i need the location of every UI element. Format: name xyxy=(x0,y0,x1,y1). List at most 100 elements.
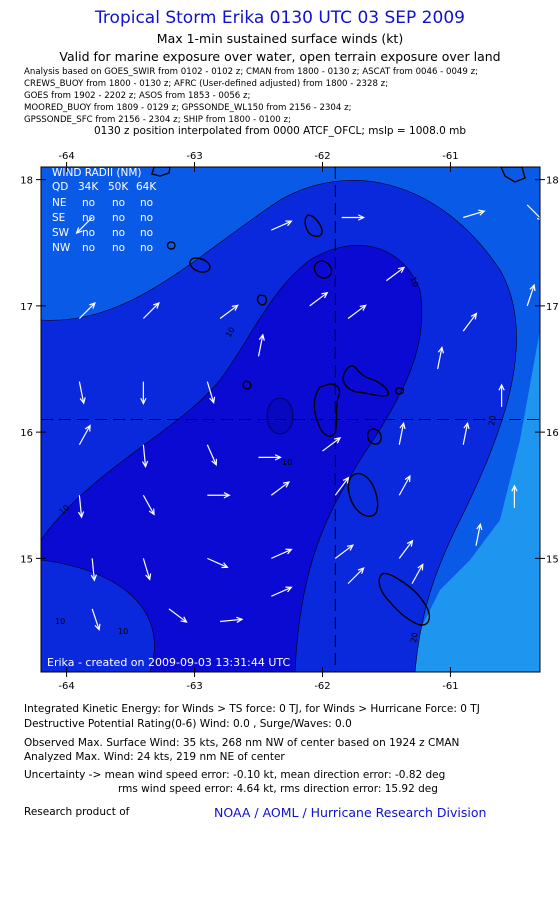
wind-vector xyxy=(257,333,265,357)
contour-label: 20 xyxy=(409,632,420,644)
wind-vector xyxy=(511,484,518,508)
wind-vector xyxy=(78,424,91,446)
wind-vector xyxy=(142,301,160,319)
noaa-aoml-hrd-link[interactable]: NOAA / AOML / Hurricane Research Divisio… xyxy=(214,805,487,820)
island-outline xyxy=(313,260,333,279)
wind-radii-cell: no xyxy=(140,197,153,209)
wind-radii-cell: SE xyxy=(52,212,65,224)
wind-radii-header: 64K xyxy=(136,181,157,193)
wind-vector xyxy=(411,563,424,584)
island-outline xyxy=(347,472,379,517)
lat-tick-label: 15 xyxy=(546,554,559,565)
wind-vector xyxy=(207,557,229,569)
chart-title: Tropical Storm Erika 0130 UTC 03 SEP 200… xyxy=(95,8,465,28)
wind-radii-header: QD xyxy=(52,181,68,193)
wind-vector xyxy=(398,474,411,496)
wind-vector xyxy=(334,544,354,559)
storm-core xyxy=(266,397,294,435)
wind-vector xyxy=(75,217,93,235)
analysis-line: CREWS_BUOY from 1800 - 0130 z; AFRC (Use… xyxy=(24,79,389,89)
wind-vector xyxy=(463,209,486,219)
analysis-line: MOORED_BUOY from 1809 - 0129 z; GPSSONDE… xyxy=(24,103,352,113)
wind-vector xyxy=(168,608,188,623)
lon-tick-label: -63 xyxy=(186,681,202,692)
contour-label: 20 xyxy=(487,415,498,427)
wind-vector xyxy=(498,383,505,407)
island-outline xyxy=(256,294,268,306)
island-outline xyxy=(394,387,405,395)
wind-radii-cell: no xyxy=(140,212,153,224)
analysis-line: GOES from 1902 - 2202 z; ASOS from 1853 … xyxy=(24,91,251,101)
contour-label: 10 xyxy=(224,326,237,339)
dpr-line: Destructive Potential Rating(0-6) Wind: … xyxy=(24,718,352,730)
chart-subtitle: Max 1-min sustained surface winds (kt) xyxy=(156,31,404,46)
lat-tick-label: 17 xyxy=(546,302,559,313)
lat-tick-label: 15 xyxy=(20,554,33,565)
ike-line: Integrated Kinetic Energy: for Winds > T… xyxy=(24,703,480,715)
island-outline xyxy=(366,428,382,445)
wind-vector xyxy=(347,304,367,319)
wind-radii-table: WIND RADII (NM) QD 34K 50K 64K NE no no … xyxy=(52,167,157,254)
wind-vector xyxy=(206,381,216,405)
lat-tick-label: 18 xyxy=(20,176,33,187)
lon-tick-label: -64 xyxy=(58,151,74,162)
wind-vector xyxy=(475,522,483,546)
wind-radii-cell: NE xyxy=(52,197,67,209)
contour-label: 10 xyxy=(408,276,420,289)
wind-vector xyxy=(271,586,293,597)
contour-label: 10 xyxy=(282,458,292,467)
wind-vector xyxy=(77,495,85,519)
island-outline xyxy=(378,572,431,626)
island-outline xyxy=(304,214,323,238)
wind-vector xyxy=(309,291,329,307)
wind-vector xyxy=(526,204,540,221)
wind-radii-header: 34K xyxy=(78,181,99,193)
wind-radii-cell: no xyxy=(112,227,125,239)
wind-vector xyxy=(206,444,218,467)
wind-vector xyxy=(341,214,366,221)
wind-radii-cell: SW xyxy=(52,227,70,239)
wind-vector xyxy=(91,608,101,632)
lat-tick-label: 16 xyxy=(546,428,559,439)
island-outlines xyxy=(151,167,526,626)
island-outline xyxy=(342,365,389,397)
contour-label: 10 xyxy=(55,617,65,626)
wind-vector xyxy=(526,283,536,307)
wind-radii-cell: no xyxy=(112,242,125,254)
wind-radii-cell: no xyxy=(112,197,125,209)
wind-analysis-map: 10 10 10 10 10 10 20 20 WIND RADII (NM) … xyxy=(20,151,559,692)
wind-vector xyxy=(386,266,406,282)
wind-vector xyxy=(219,304,239,319)
wind-vector xyxy=(398,539,414,559)
wind-vector xyxy=(78,381,86,405)
lat-tick-label: 16 xyxy=(20,428,33,439)
lon-tick-label: -62 xyxy=(314,151,330,162)
wind-vector xyxy=(142,494,155,516)
contour-labels: 10 10 10 10 10 10 20 20 xyxy=(55,276,498,644)
wind-vector xyxy=(271,548,293,559)
lon-tick-label: -62 xyxy=(314,681,330,692)
lon-tick-label: -64 xyxy=(58,681,74,692)
wind-radii-cell: no xyxy=(112,212,125,224)
wind-vector xyxy=(271,220,293,231)
lon-tick-label: -61 xyxy=(442,151,458,162)
analyzed-max-line: Analyzed Max. Wind: 24 kts, 219 nm NE of… xyxy=(24,751,285,763)
plot-frame xyxy=(40,166,541,673)
wind-vector xyxy=(347,567,365,585)
lon-tick-label: -63 xyxy=(186,151,202,162)
lat-tick-label: 18 xyxy=(546,176,559,187)
wind-radii-cell: no xyxy=(140,242,153,254)
lon-tick-label: -61 xyxy=(442,681,458,692)
wind-vector xyxy=(207,492,231,499)
wind-vector xyxy=(437,346,445,370)
island-outline xyxy=(500,167,526,183)
island-outline xyxy=(151,167,171,177)
research-label: Research product of xyxy=(24,806,130,818)
island-outline xyxy=(242,380,252,390)
island-outline xyxy=(313,383,341,437)
position-line: 0130 z position interpolated from 0000 A… xyxy=(93,125,467,137)
uncertainty-line: Uncertainty -> mean wind speed error: -0… xyxy=(24,769,446,781)
wind-vector xyxy=(462,312,478,332)
island-outline xyxy=(166,241,176,250)
uncertainty-rms-line: rms wind speed error: 4.64 kt, rms direc… xyxy=(118,783,438,795)
